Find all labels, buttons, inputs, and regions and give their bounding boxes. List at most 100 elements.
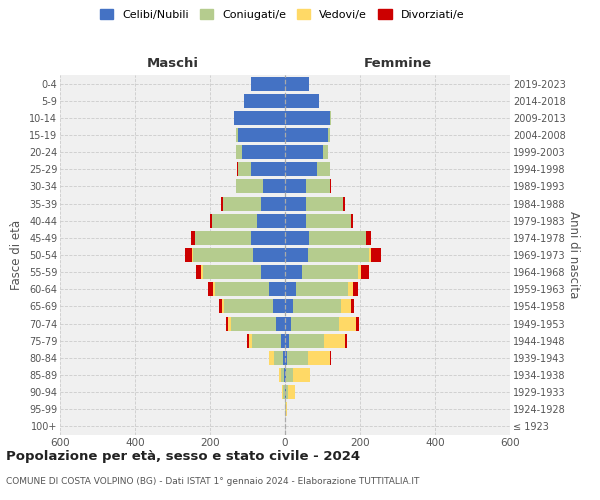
- Bar: [287, 351, 308, 365]
- Bar: [371, 248, 380, 262]
- Bar: [285, 351, 287, 365]
- Bar: [283, 351, 285, 365]
- Bar: [215, 282, 269, 296]
- Bar: [238, 128, 285, 142]
- Bar: [305, 180, 330, 194]
- Bar: [356, 316, 359, 330]
- Bar: [233, 111, 235, 125]
- Bar: [196, 265, 202, 279]
- Bar: [203, 265, 260, 279]
- Bar: [285, 282, 296, 296]
- Bar: [345, 334, 347, 347]
- Bar: [341, 300, 350, 314]
- Bar: [285, 196, 305, 210]
- Bar: [191, 231, 194, 245]
- Bar: [235, 111, 285, 125]
- Bar: [340, 316, 356, 330]
- Bar: [330, 180, 331, 194]
- Bar: [365, 231, 367, 245]
- Bar: [202, 265, 203, 279]
- Bar: [236, 128, 238, 142]
- Bar: [269, 282, 285, 296]
- Bar: [195, 231, 251, 245]
- Bar: [285, 162, 317, 176]
- Y-axis label: Fasce di età: Fasce di età: [10, 220, 23, 290]
- Bar: [228, 316, 231, 330]
- Bar: [260, 196, 285, 210]
- Bar: [305, 214, 350, 228]
- Bar: [285, 368, 286, 382]
- Bar: [330, 111, 331, 125]
- Bar: [285, 300, 293, 314]
- Bar: [328, 128, 330, 142]
- Bar: [220, 300, 223, 314]
- Bar: [273, 300, 285, 314]
- Bar: [251, 162, 285, 176]
- Bar: [293, 368, 310, 382]
- Bar: [223, 300, 224, 314]
- Bar: [285, 94, 319, 108]
- Bar: [247, 334, 248, 347]
- Bar: [260, 265, 285, 279]
- Bar: [343, 196, 345, 210]
- Bar: [285, 214, 305, 228]
- Bar: [310, 231, 365, 245]
- Bar: [285, 231, 310, 245]
- Bar: [285, 128, 328, 142]
- Bar: [367, 231, 371, 245]
- Bar: [285, 334, 289, 347]
- Bar: [242, 145, 285, 159]
- Bar: [281, 368, 284, 382]
- Bar: [236, 145, 242, 159]
- Bar: [221, 196, 223, 210]
- Bar: [276, 316, 285, 330]
- Bar: [285, 180, 305, 194]
- Bar: [325, 334, 345, 347]
- Bar: [350, 300, 355, 314]
- Bar: [253, 248, 285, 262]
- Bar: [323, 145, 328, 159]
- Bar: [286, 385, 287, 399]
- Bar: [290, 316, 340, 330]
- Bar: [351, 214, 353, 228]
- Y-axis label: Anni di nascita: Anni di nascita: [566, 212, 580, 298]
- Bar: [296, 282, 348, 296]
- Bar: [287, 385, 295, 399]
- Bar: [274, 351, 283, 365]
- Bar: [253, 334, 281, 347]
- Bar: [226, 316, 228, 330]
- Bar: [353, 282, 358, 296]
- Bar: [370, 248, 371, 262]
- Bar: [348, 282, 353, 296]
- Bar: [193, 248, 253, 262]
- Bar: [308, 248, 370, 262]
- Bar: [308, 351, 330, 365]
- Bar: [281, 334, 285, 347]
- Bar: [361, 265, 368, 279]
- Bar: [285, 265, 302, 279]
- Bar: [285, 76, 310, 90]
- Bar: [212, 214, 257, 228]
- Bar: [285, 248, 308, 262]
- Bar: [278, 368, 281, 382]
- Bar: [286, 368, 293, 382]
- Bar: [208, 282, 214, 296]
- Text: Femmine: Femmine: [364, 57, 431, 70]
- Bar: [305, 196, 343, 210]
- Text: Maschi: Maschi: [146, 57, 199, 70]
- Bar: [238, 162, 251, 176]
- Bar: [210, 214, 212, 228]
- Legend: Celibi/Nubili, Coniugati/e, Vedovi/e, Divorziati/e: Celibi/Nubili, Coniugati/e, Vedovi/e, Di…: [97, 6, 467, 23]
- Bar: [231, 316, 276, 330]
- Bar: [285, 145, 323, 159]
- Bar: [293, 300, 341, 314]
- Bar: [285, 316, 290, 330]
- Bar: [251, 76, 285, 90]
- Bar: [214, 282, 215, 296]
- Bar: [263, 180, 285, 194]
- Bar: [330, 351, 331, 365]
- Bar: [223, 196, 260, 210]
- Text: COMUNE DI COSTA VOLPINO (BG) - Dati ISTAT 1° gennaio 2024 - Elaborazione TUTTITA: COMUNE DI COSTA VOLPINO (BG) - Dati ISTA…: [6, 478, 419, 486]
- Bar: [285, 385, 286, 399]
- Bar: [317, 162, 330, 176]
